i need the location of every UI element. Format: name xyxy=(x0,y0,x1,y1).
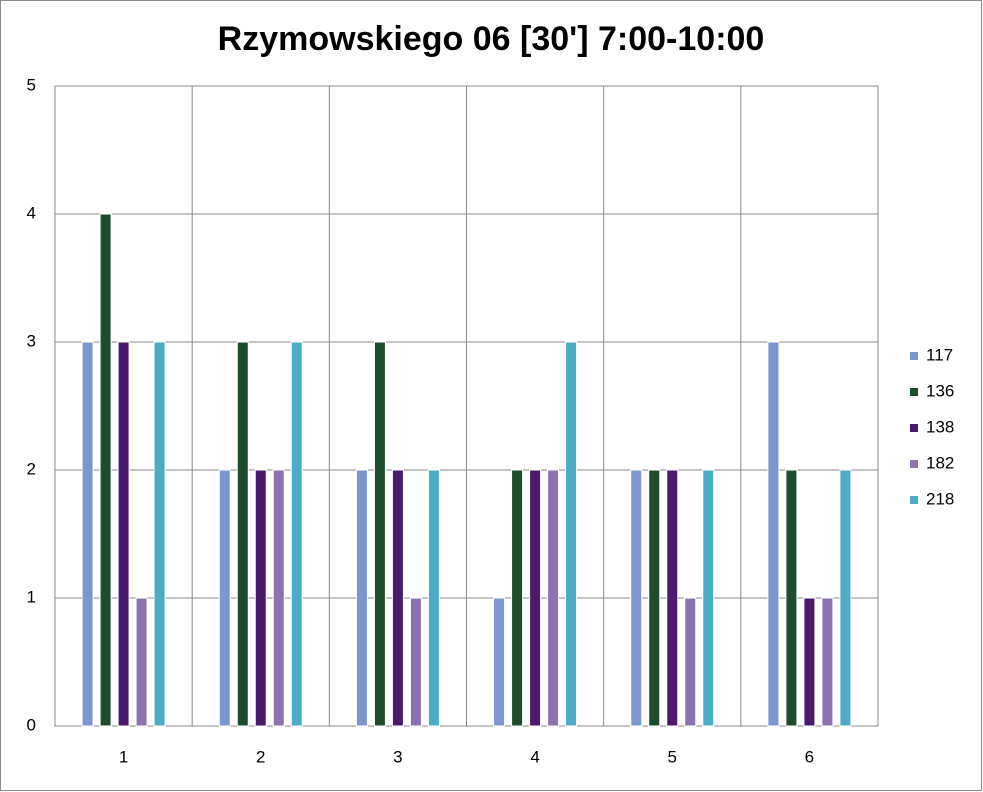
y-tick-label: 0 xyxy=(27,715,36,734)
x-tick-label: 5 xyxy=(668,747,677,766)
chart-title: Rzymowskiego 06 [30'] 7:00-10:00 xyxy=(218,20,765,58)
bar xyxy=(355,469,368,727)
bar xyxy=(767,341,780,727)
bar xyxy=(236,341,249,727)
bar xyxy=(153,341,166,727)
x-tick-label: 4 xyxy=(530,747,539,766)
bar xyxy=(391,469,404,727)
bar xyxy=(493,597,506,727)
legend-swatch xyxy=(910,460,918,468)
bar xyxy=(218,469,231,727)
legend-swatch xyxy=(910,388,918,396)
bar xyxy=(511,469,524,727)
bar xyxy=(373,341,386,727)
legend-label: 218 xyxy=(926,489,954,508)
legend-label: 182 xyxy=(926,453,954,472)
y-tick-label: 2 xyxy=(27,459,36,478)
bar xyxy=(135,597,148,727)
bar xyxy=(630,469,643,727)
legend-label: 117 xyxy=(926,345,953,364)
bar xyxy=(702,469,715,727)
bar xyxy=(272,469,285,727)
bar xyxy=(117,341,130,727)
x-tick-label: 1 xyxy=(119,747,128,766)
bar xyxy=(803,597,816,727)
bar xyxy=(785,469,798,727)
bar xyxy=(684,597,697,727)
bar xyxy=(666,469,679,727)
x-tick-label: 6 xyxy=(805,747,814,766)
bar xyxy=(427,469,440,727)
y-tick-label: 5 xyxy=(27,75,36,94)
x-tick-label: 3 xyxy=(393,747,402,766)
legend-swatch xyxy=(910,352,918,360)
y-tick-label: 1 xyxy=(27,587,36,606)
x-tick-label: 2 xyxy=(256,747,265,766)
legend-label: 136 xyxy=(926,381,954,400)
bar xyxy=(547,469,560,727)
bar xyxy=(565,341,578,727)
y-tick-label: 4 xyxy=(27,203,36,222)
bar xyxy=(648,469,661,727)
bar xyxy=(81,341,94,727)
bar xyxy=(821,597,834,727)
bar xyxy=(409,597,422,727)
legend-label: 138 xyxy=(926,417,954,436)
legend-swatch xyxy=(910,496,918,504)
bar xyxy=(254,469,267,727)
bar xyxy=(529,469,542,727)
bar xyxy=(839,469,852,727)
bar xyxy=(290,341,303,727)
y-tick-label: 3 xyxy=(27,331,36,350)
bar xyxy=(99,213,112,727)
legend-swatch xyxy=(910,424,918,432)
